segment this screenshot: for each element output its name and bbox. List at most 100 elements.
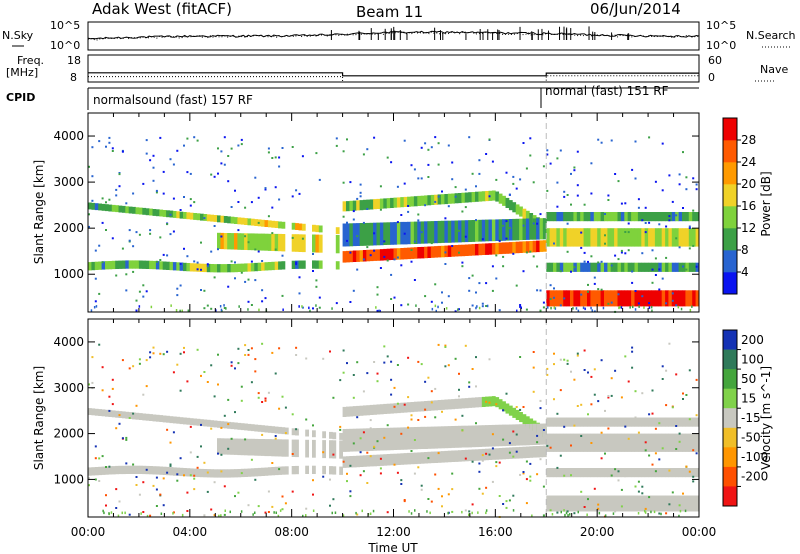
power-cell xyxy=(444,245,449,258)
power-speckle xyxy=(142,295,145,298)
velocity-cell xyxy=(597,417,601,427)
power-ground xyxy=(648,306,651,309)
velocity-speckle xyxy=(322,475,325,478)
time-tick-label: 12:00 xyxy=(376,525,411,539)
velocity-cell xyxy=(600,495,605,512)
velocity-speckle xyxy=(587,371,589,374)
velocity-speckle xyxy=(98,480,101,482)
power-speckle xyxy=(193,136,196,139)
velocity-speckle xyxy=(420,488,423,491)
velocity-cell xyxy=(332,440,337,459)
power-ground xyxy=(258,308,260,312)
velocity-speckle xyxy=(441,410,443,413)
velocity-speckle xyxy=(200,374,202,377)
power-speckle xyxy=(376,293,379,296)
power-speckle xyxy=(536,265,539,268)
power-cell xyxy=(678,262,683,272)
velocity-speckle xyxy=(471,503,474,506)
power-cell xyxy=(291,234,296,252)
power-speckle xyxy=(522,142,525,144)
power-cell xyxy=(383,198,388,209)
power-cell xyxy=(125,260,130,269)
velocity-speckle xyxy=(223,485,226,488)
power-cell xyxy=(189,263,194,272)
velocity-speckle xyxy=(549,509,552,512)
power-cell xyxy=(403,247,408,260)
power-speckle xyxy=(223,307,226,309)
velocity-speckle xyxy=(695,452,698,455)
velocity-cell xyxy=(155,466,160,475)
power-cell xyxy=(678,228,683,247)
velocity-colorbar-tick-label: 100 xyxy=(741,352,764,366)
velocity-speckle xyxy=(525,478,528,481)
power-ground xyxy=(620,306,623,309)
velocity-speckle xyxy=(529,462,532,465)
velocity-cell xyxy=(322,465,326,475)
site-title: Adak West (fitACF) xyxy=(92,0,232,18)
power-cell xyxy=(536,218,540,240)
power-cell xyxy=(301,260,306,269)
velocity-ground xyxy=(408,510,410,513)
velocity-speckle xyxy=(614,510,617,513)
velocity-speckle xyxy=(132,412,135,415)
velocity-speckle xyxy=(502,503,505,505)
power-speckle xyxy=(600,260,603,263)
power-cell xyxy=(349,250,354,263)
velocity-cell xyxy=(590,417,595,427)
velocity-speckle xyxy=(250,458,253,461)
power-speckle xyxy=(349,301,352,303)
velocity-speckle xyxy=(488,453,491,456)
power-ground xyxy=(575,307,578,310)
velocity-speckle xyxy=(658,458,661,461)
power-cell xyxy=(267,220,272,228)
power-speckle xyxy=(227,180,230,183)
velocity-cell xyxy=(556,468,561,478)
power-speckle xyxy=(515,231,518,234)
velocity-cell xyxy=(393,403,398,414)
velocity-cell xyxy=(427,400,432,411)
power-cell xyxy=(227,233,231,250)
velocity-speckle xyxy=(668,469,671,472)
velocity-cell xyxy=(583,495,588,512)
velocity-speckle xyxy=(614,468,617,471)
power-speckle xyxy=(220,235,223,238)
power-speckle xyxy=(637,302,640,305)
velocity-cell xyxy=(261,439,265,456)
velocity-speckle xyxy=(607,396,610,399)
velocity-cell xyxy=(475,397,479,408)
velocity-speckle xyxy=(274,435,277,437)
power-cell xyxy=(461,192,466,203)
power-cell xyxy=(427,195,432,206)
power-speckle xyxy=(665,302,668,305)
velocity-speckle xyxy=(559,389,562,392)
nsearch-label: N.Search xyxy=(746,29,796,42)
velocity-cell xyxy=(627,417,632,427)
power-speckle xyxy=(549,162,552,165)
velocity-speckle xyxy=(654,427,657,430)
velocity-cell xyxy=(682,417,686,427)
velocity-cell xyxy=(475,425,479,448)
power-cell xyxy=(250,218,255,226)
power-cell xyxy=(162,210,167,217)
power-speckle xyxy=(261,289,264,292)
velocity-speckle xyxy=(237,491,240,494)
velocity-ground xyxy=(429,511,431,515)
power-cell xyxy=(193,213,197,220)
power-cell xyxy=(230,264,235,273)
velocity-cell xyxy=(654,433,659,452)
nave-tick-high: 60 xyxy=(708,54,722,67)
velocity-cell xyxy=(576,417,581,427)
velocity-cell xyxy=(400,453,405,465)
velocity-cell xyxy=(441,451,445,463)
velocity-speckle xyxy=(108,409,111,412)
velocity-speckle xyxy=(417,466,420,469)
velocity-speckle xyxy=(373,445,376,448)
velocity-speckle xyxy=(634,485,637,488)
velocity-speckle xyxy=(430,390,433,393)
velocity-speckle xyxy=(515,450,518,453)
power-speckle xyxy=(390,273,393,276)
velocity-cell xyxy=(682,433,686,452)
power-speckle xyxy=(169,213,172,216)
velocity-speckle xyxy=(227,398,230,401)
velocity-cell xyxy=(349,406,354,417)
